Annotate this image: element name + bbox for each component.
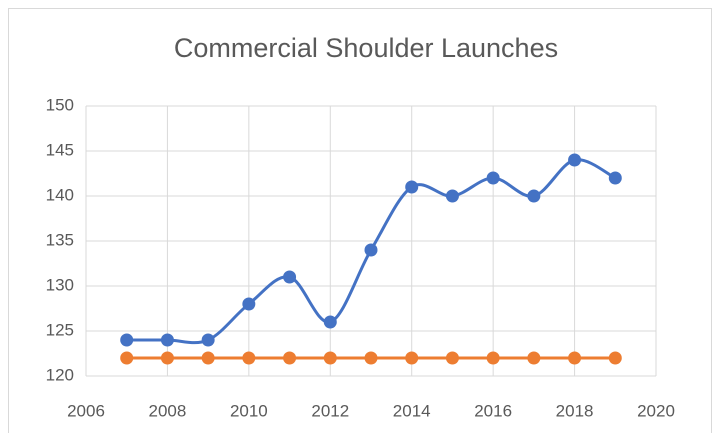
x-tick-label: 2010	[230, 401, 268, 420]
x-tick-label: 2020	[637, 401, 675, 420]
marker	[201, 351, 215, 365]
y-tick-label: 125	[46, 320, 74, 339]
marker	[160, 351, 174, 365]
marker	[283, 270, 297, 284]
marker	[323, 351, 337, 365]
marker	[445, 351, 459, 365]
marker	[486, 351, 500, 365]
marker	[568, 351, 582, 365]
y-tick-label: 120	[46, 365, 74, 384]
x-tick-label: 2014	[393, 401, 431, 420]
marker	[120, 333, 134, 347]
y-tick-label: 140	[46, 185, 74, 204]
marker	[405, 351, 419, 365]
marker	[364, 351, 378, 365]
marker	[323, 315, 337, 329]
y-tick-label: 130	[46, 275, 74, 294]
chart-title: Commercial Shoulder Launches	[174, 33, 558, 63]
y-tick-label: 145	[46, 140, 74, 159]
x-tick-label: 2006	[67, 401, 105, 420]
marker	[445, 189, 459, 203]
marker	[568, 153, 582, 167]
marker	[242, 351, 256, 365]
marker	[201, 333, 215, 347]
x-tick-label: 2016	[474, 401, 512, 420]
y-tick-label: 150	[46, 95, 74, 114]
marker	[608, 171, 622, 185]
chart-frame	[8, 8, 712, 433]
marker	[405, 180, 419, 194]
marker	[283, 351, 297, 365]
marker	[486, 171, 500, 185]
marker	[527, 351, 541, 365]
x-tick-label: 2008	[149, 401, 187, 420]
marker	[608, 351, 622, 365]
marker	[364, 243, 378, 257]
marker	[120, 351, 134, 365]
marker	[527, 189, 541, 203]
marker	[242, 297, 256, 311]
y-tick-label: 135	[46, 230, 74, 249]
x-tick-label: 2012	[311, 401, 349, 420]
x-tick-label: 2018	[556, 401, 594, 420]
marker	[160, 333, 174, 347]
